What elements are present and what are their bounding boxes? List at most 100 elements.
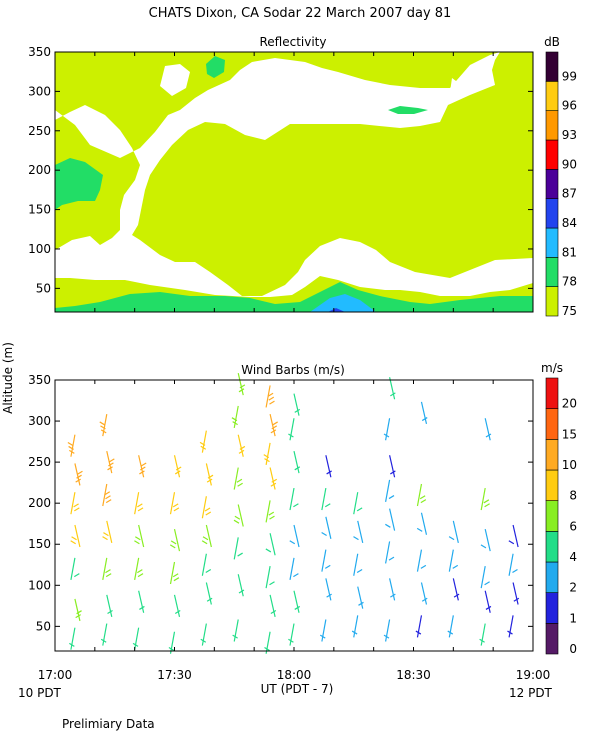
wind-barb xyxy=(480,565,490,589)
x-range-end-label: 12 PDT xyxy=(509,686,553,700)
wind-barb xyxy=(480,529,491,552)
wind-barb xyxy=(199,430,207,453)
reflectivity-y-tick-label: 50 xyxy=(36,281,51,295)
wind-barb xyxy=(484,418,492,441)
wind-barb xyxy=(325,455,332,478)
wind-barb xyxy=(389,578,396,601)
wind-barb xyxy=(99,414,108,437)
wind-barb xyxy=(264,631,271,654)
wind-barb xyxy=(289,557,299,580)
wind-barb xyxy=(288,418,295,441)
wind-barb xyxy=(420,582,428,605)
wind-barb xyxy=(385,541,395,564)
wind-barb xyxy=(70,524,81,548)
wind-colorbar-label: 0 xyxy=(569,642,577,656)
wind-colorbar-label: 6 xyxy=(569,519,577,533)
reflectivity-colorbar-label: 78 xyxy=(562,275,577,289)
wind-barb xyxy=(321,516,332,539)
x-tick-label: 18:30 xyxy=(396,668,431,682)
weak-echo-notch xyxy=(450,78,463,100)
wind-colorbar-label: 10 xyxy=(562,458,577,472)
reflectivity-color-box xyxy=(545,169,559,199)
x-tick-label: 19:00 xyxy=(516,668,551,682)
wind-barb xyxy=(319,619,327,642)
wind-barbs-plot-area xyxy=(55,380,533,651)
reflectivity-colorbar-label: 90 xyxy=(562,157,577,171)
wind-barbs-title: Wind Barbs (m/s) xyxy=(241,363,345,377)
wind-barb xyxy=(102,483,112,507)
reflectivity-color-box xyxy=(545,51,559,82)
reflectivity-panel: Reflectivity 50 100 150 200 250 300 350 dB 75 78… xyxy=(28,35,577,318)
reflectivity-color-box xyxy=(545,139,559,170)
wind-barb xyxy=(70,492,80,515)
weak-echo-island xyxy=(160,64,190,96)
reflectivity-axis: 50 100 150 200 250 300 350 xyxy=(28,45,534,312)
wind-barb xyxy=(237,434,246,457)
wind-barb xyxy=(106,594,113,617)
wind-barb xyxy=(507,615,514,638)
wind-barb xyxy=(448,549,459,572)
wind-color-box xyxy=(545,561,559,593)
wind-barb xyxy=(353,492,363,515)
wind-barb xyxy=(416,483,427,507)
reflectivity-colorbar-label: 93 xyxy=(562,128,577,142)
reflectivity-y-tick-label: 250 xyxy=(28,124,51,138)
wind-barb xyxy=(168,631,176,654)
wind-barb xyxy=(420,401,428,424)
wind-barb xyxy=(138,455,147,478)
wind-barb xyxy=(389,377,396,400)
level-78-blob xyxy=(55,158,103,210)
wind-colorbar-unit: m/s xyxy=(541,361,563,375)
wind-barb xyxy=(232,619,239,642)
wind-barb xyxy=(265,565,275,589)
wind-y-tick-label: 350 xyxy=(28,373,51,387)
reflectivity-colorbar-label: 84 xyxy=(562,216,577,230)
wind-barb xyxy=(265,533,276,556)
wind-barb xyxy=(353,520,364,544)
reflectivity-y-tick-label: 350 xyxy=(28,45,51,59)
reflectivity-y-tick-label: 200 xyxy=(28,163,51,177)
level-81-region xyxy=(310,294,376,312)
wind-barb xyxy=(293,393,301,416)
wind-y-tick-label: 50 xyxy=(36,619,51,633)
wind-barb xyxy=(448,520,459,544)
wind-barb xyxy=(201,496,212,519)
reflectivity-contours xyxy=(55,52,533,312)
wind-barb xyxy=(102,520,113,544)
reflectivity-colorbar-label: 87 xyxy=(562,187,577,201)
wind-barb xyxy=(100,623,108,646)
wind-barb xyxy=(169,529,181,552)
reflectivity-colorbar-label: 75 xyxy=(562,304,577,318)
wind-barb xyxy=(415,615,423,638)
wind-barb xyxy=(263,442,271,466)
wind-color-box xyxy=(545,377,559,409)
reflectivity-colorbar-label: 99 xyxy=(562,69,577,83)
reflectivity-color-box xyxy=(545,198,559,229)
reflectivity-title: Reflectivity xyxy=(259,35,326,49)
x-axis-label: UT (PDT - 7) xyxy=(261,682,334,696)
wind-barb xyxy=(201,524,212,548)
wind-barb xyxy=(293,590,301,613)
level-84-region xyxy=(328,308,345,312)
wind-barb xyxy=(383,619,391,642)
wind-barb xyxy=(269,414,278,437)
wind-barb xyxy=(293,450,301,474)
wind-colorbar-label: 1 xyxy=(569,611,577,625)
wind-barb xyxy=(205,463,214,486)
wind-barb xyxy=(265,500,275,523)
wind-barb xyxy=(289,524,300,548)
wind-barb xyxy=(416,549,427,572)
wind-barb xyxy=(70,557,80,580)
wind-barb xyxy=(74,463,83,486)
wind-barb xyxy=(173,594,181,617)
wind-barb xyxy=(169,492,180,515)
wind-y-tick-label: 300 xyxy=(28,414,51,428)
wind-barb xyxy=(385,479,395,502)
wind-colorbar-label: 2 xyxy=(569,581,577,595)
wind-barb xyxy=(480,487,490,511)
wind-colorbar-label: 8 xyxy=(569,489,577,503)
reflectivity-y-tick-label: 100 xyxy=(28,242,51,256)
figure-title: CHATS Dixon, CA Sodar 22 March 2007 day … xyxy=(149,6,452,21)
